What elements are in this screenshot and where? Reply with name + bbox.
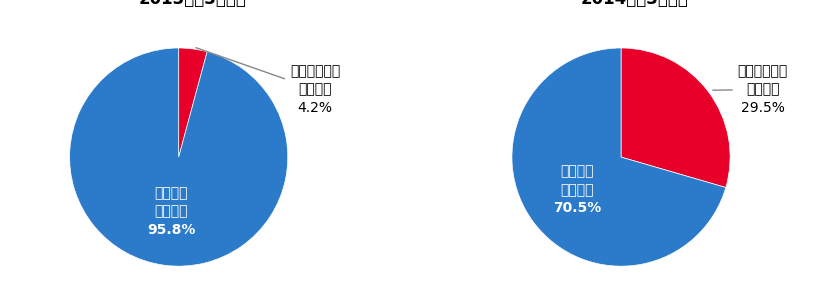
Title: 2014年第3四半期: 2014年第3四半期	[581, 0, 689, 8]
Text: バックドアの
解析依頼
4.2%: バックドアの 解析依頼 4.2%	[196, 48, 340, 115]
Wedge shape	[69, 48, 288, 266]
Text: その他の
解析依頼
70.5%: その他の 解析依頼 70.5%	[553, 164, 601, 215]
Title: 2013年第3四半期: 2013年第3四半期	[138, 0, 246, 8]
Wedge shape	[179, 48, 207, 157]
Wedge shape	[512, 48, 726, 266]
Wedge shape	[621, 48, 730, 188]
Text: バックドアの
解析依頼
29.5%: バックドアの 解析依頼 29.5%	[713, 64, 788, 115]
Text: その他の
解析依頼
95.8%: その他の 解析依頼 95.8%	[147, 186, 196, 237]
